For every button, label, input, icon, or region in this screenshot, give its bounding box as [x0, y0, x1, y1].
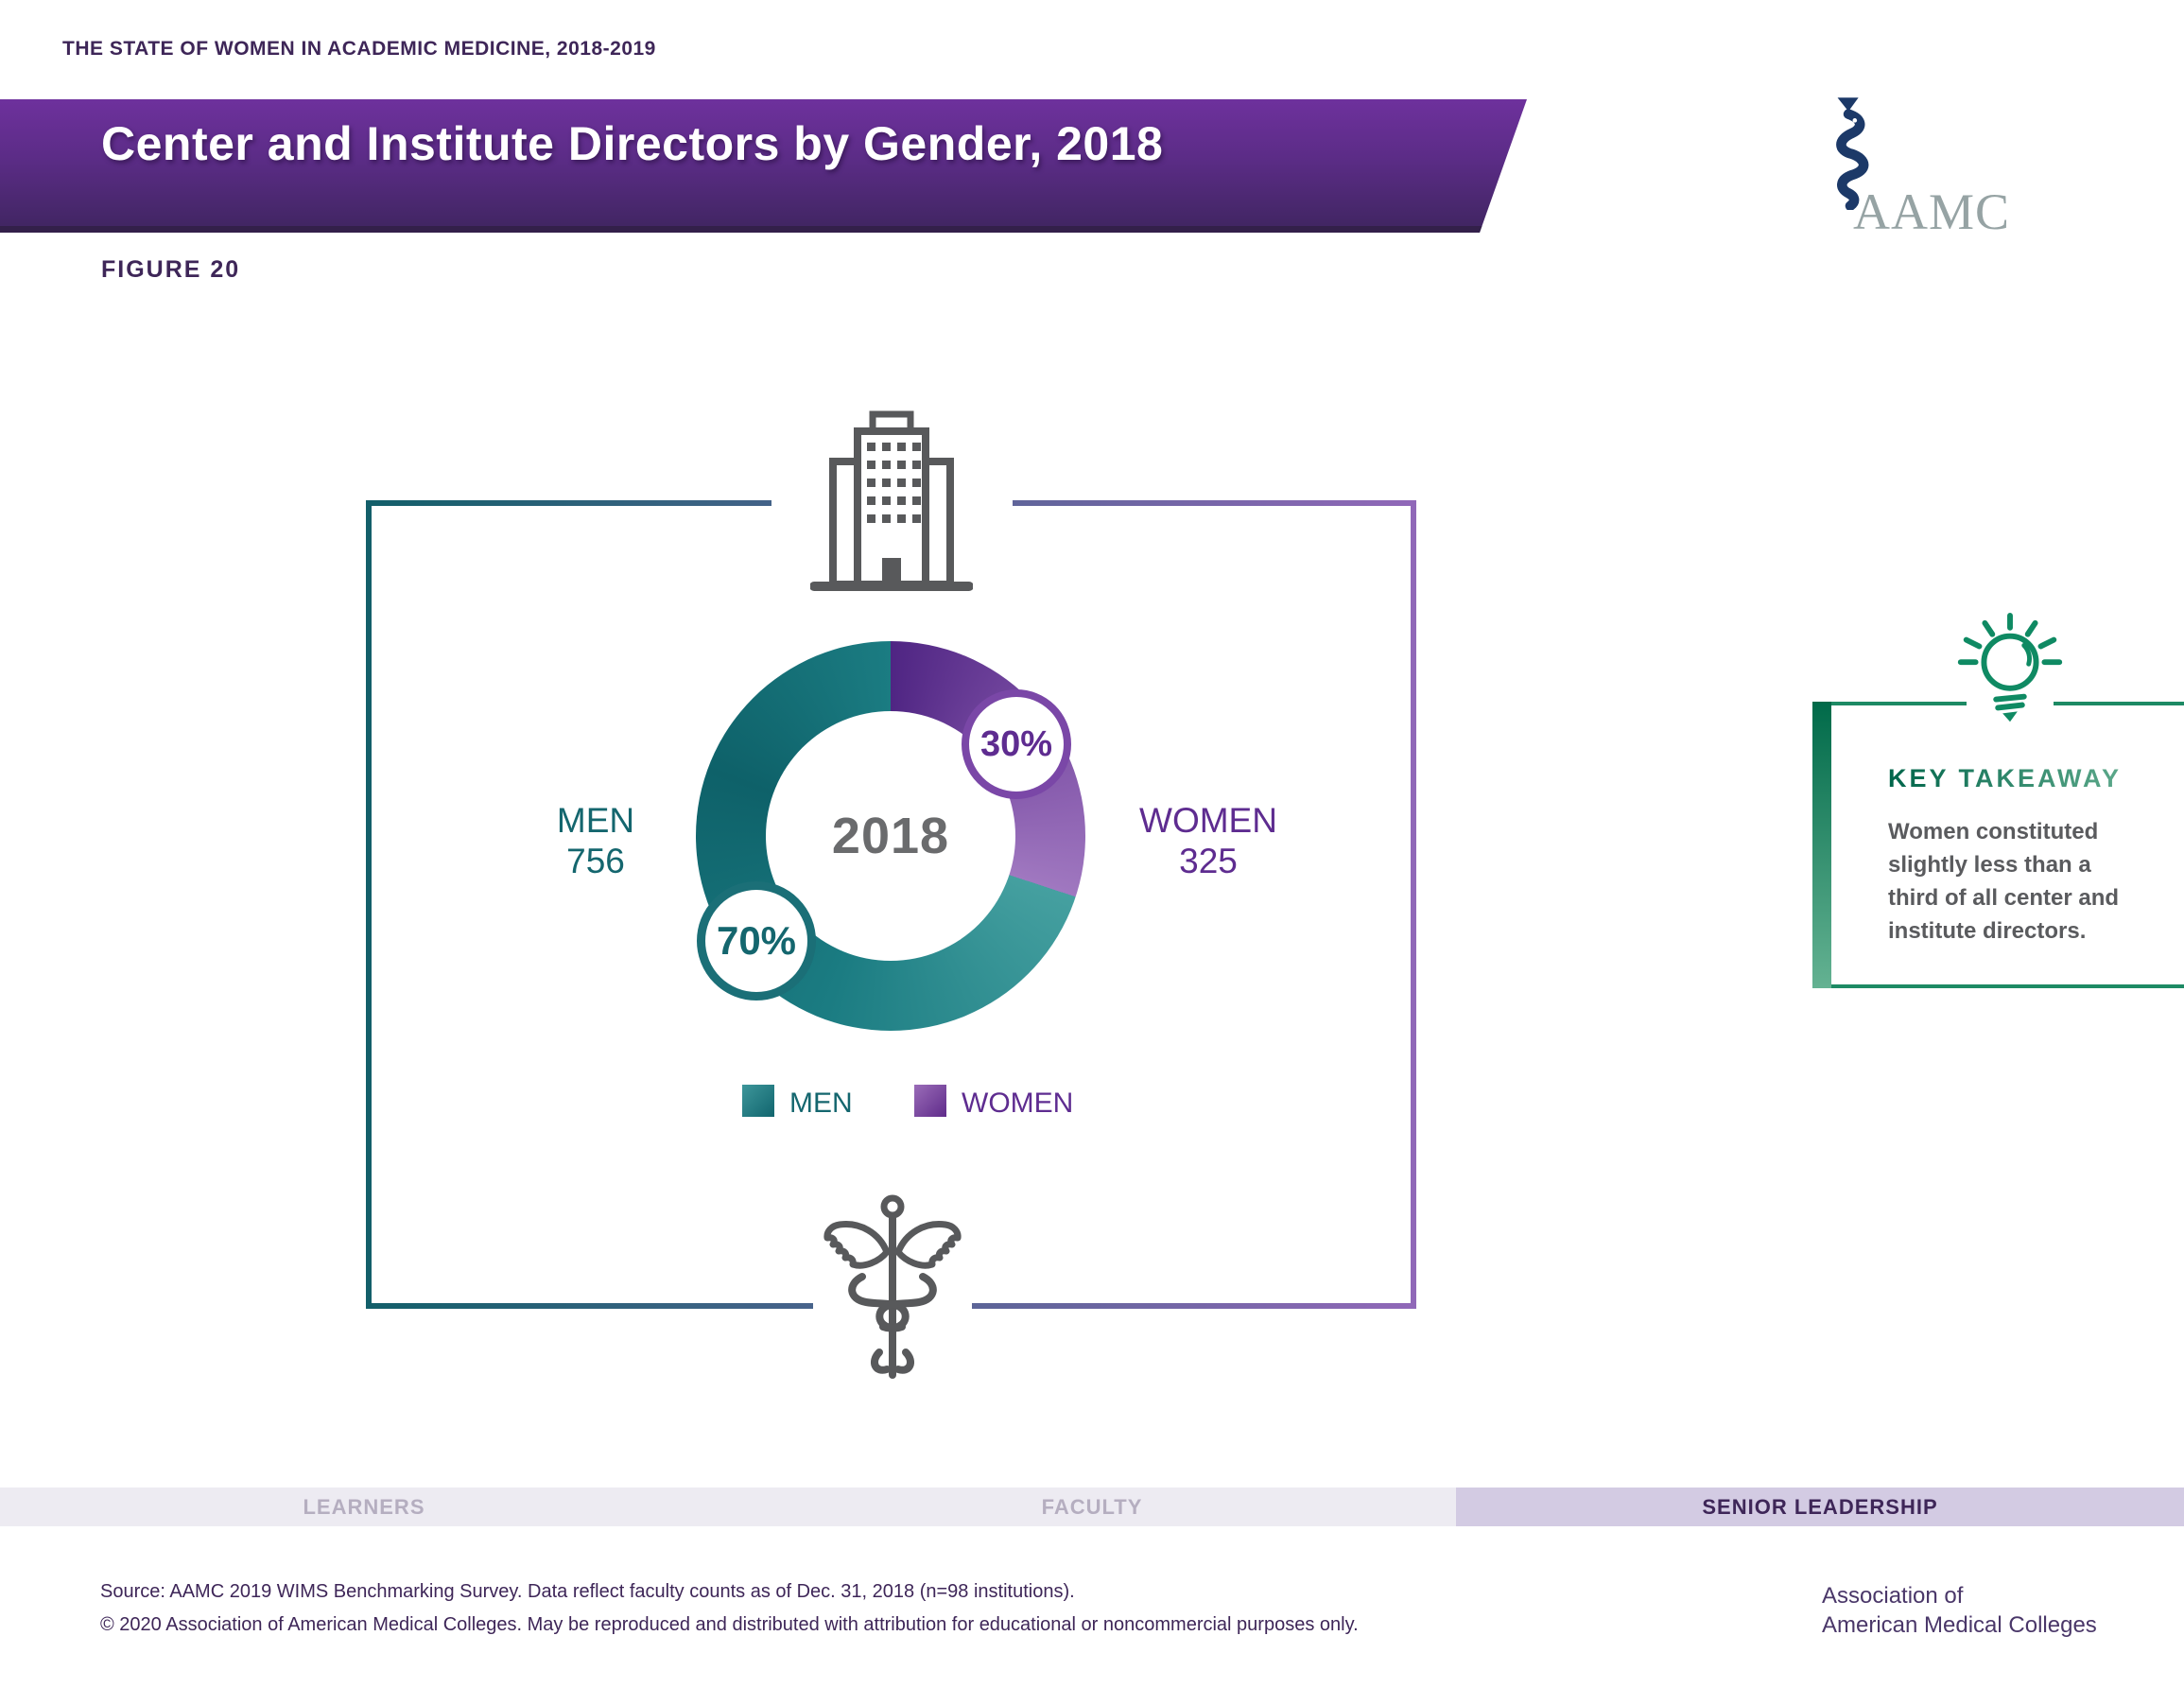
donut-year-label: 2018 — [831, 808, 950, 864]
copyright-note: © 2020 Association of American Medical C… — [100, 1614, 1359, 1635]
source-note: Source: AAMC 2019 WIMS Benchmarking Surv… — [100, 1581, 1075, 1602]
aamc-footer-wordmark: Association of American Medical Colleges — [1822, 1583, 2097, 1638]
nav-tab-learners[interactable]: LEARNERS — [303, 1495, 425, 1519]
aamc-logo-wordmark: AAMC — [1853, 183, 2011, 240]
caduceus-icon — [823, 1194, 962, 1379]
legend-label-women: WOMEN — [962, 1088, 1074, 1119]
aamc-serpent-icon — [1836, 97, 1869, 210]
women-percent-badge: 30% — [962, 689, 1071, 799]
women-count-label: WOMEN 325 — [1139, 801, 1277, 880]
key-takeaway-box — [1812, 702, 2184, 988]
nav-tab-senior-leadership[interactable]: SENIOR LEADERSHIP — [1456, 1488, 2184, 1526]
nav-tab-faculty[interactable]: FACULTY — [1041, 1495, 1143, 1519]
hospital-building-icon — [810, 410, 973, 591]
lightbulb-border-gap — [1967, 698, 2054, 709]
title-banner: Center and Institute Directors by Gender… — [0, 99, 1527, 233]
report-eyebrow: THE STATE OF WOMEN IN ACADEMIC MEDICINE,… — [62, 38, 656, 60]
lightbulb-icon — [1957, 613, 2063, 722]
figure-label: FIGURE 20 — [101, 256, 241, 283]
page-title: Center and Institute Directors by Gender… — [101, 117, 1164, 170]
key-takeaway-heading: KEY TAKEAWAY — [1888, 764, 2123, 792]
legend-swatch-women — [914, 1085, 946, 1117]
men-count-label: MEN 756 — [556, 801, 635, 880]
key-takeaway-accent-bar — [1812, 702, 1831, 988]
men-percent-badge: 70% — [697, 881, 816, 1001]
legend-swatch-men — [742, 1085, 774, 1117]
banner-bottom-strip — [0, 226, 1527, 233]
legend-label-men: MEN — [789, 1088, 853, 1119]
key-takeaway-body: Women constituted slightly less than a t… — [1888, 819, 2120, 944]
